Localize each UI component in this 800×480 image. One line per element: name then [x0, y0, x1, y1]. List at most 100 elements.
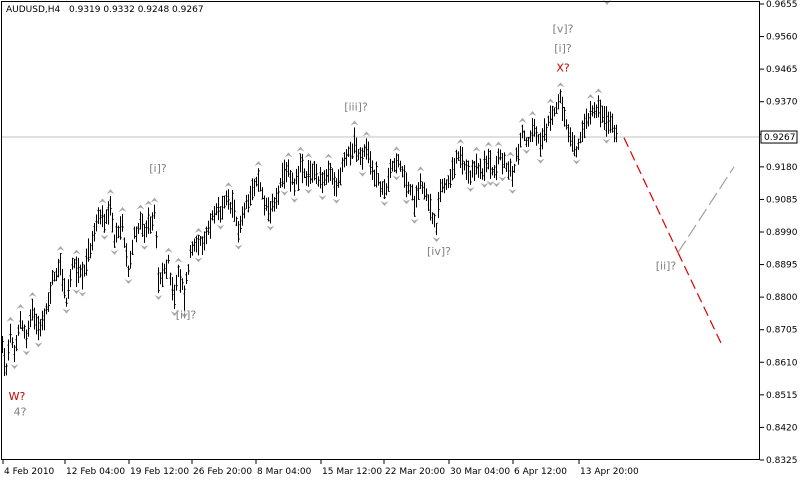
ohlc-bar: [279, 177, 282, 189]
ohlc-bar: [69, 268, 72, 288]
ohlc-bar: [205, 226, 208, 245]
fractal-up-marker: [472, 146, 481, 152]
y-tick-label: 0.9560: [766, 33, 798, 43]
fractal-down-marker: [358, 171, 367, 177]
ohlc-bar: [175, 274, 178, 291]
fractal-down-marker: [392, 175, 401, 181]
ohlc-bar: [369, 151, 372, 175]
ohlc-bar: [5, 363, 8, 376]
fractal-up-marker: [594, 88, 603, 94]
fractal-down-marker: [402, 199, 411, 205]
ohlc-bar: [521, 124, 524, 139]
ohlc-bar: [37, 315, 40, 341]
fractal-down-marker: [100, 234, 109, 240]
ohlc-bar: [75, 256, 78, 288]
ohlc-bar: [519, 132, 522, 148]
ohlc-bar: [55, 268, 58, 282]
ohlc-bar: [563, 107, 566, 127]
fractal-down-marker: [266, 225, 275, 231]
fractal-down-marker: [78, 291, 87, 297]
ohlc-bar: [221, 195, 224, 220]
ohlc-bar: [105, 209, 108, 225]
ohlc-bar: [97, 207, 100, 225]
fractal-up-marker: [586, 93, 595, 99]
ohlc-bar: [441, 178, 444, 193]
ohlc-bar: [357, 148, 360, 161]
ohlc-bar: [329, 162, 332, 182]
fractal-down-marker: [492, 182, 501, 188]
ohlc-bar: [189, 244, 192, 258]
ohlc-bar: [407, 181, 410, 194]
ohlc-bar: [435, 222, 438, 236]
ohlc-bar: [603, 106, 606, 131]
ohlc-bar: [45, 303, 48, 315]
ohlc-bar: [269, 201, 272, 224]
ohlc-bar: [525, 137, 528, 148]
wave-label-w: W?: [9, 390, 26, 403]
ohlc-bar: [3, 348, 6, 377]
fractal-up-marker: [324, 153, 333, 159]
ohlc-bar: [113, 234, 116, 248]
ohlc-bar: [149, 216, 152, 234]
ohlc-bar: [413, 195, 416, 217]
ohlc-bar: [367, 141, 370, 164]
y-tick-label: 0.8895: [766, 261, 798, 271]
ohlc-bar: [143, 224, 146, 243]
ohlc-bar: [287, 159, 290, 177]
fractal-down-marker: [480, 182, 489, 188]
ohlc-bar: [311, 163, 314, 183]
ohlc-bar: [527, 137, 530, 147]
ohlc-bar: [283, 159, 286, 189]
ohlc-bar: [99, 209, 102, 225]
ohlc-bar: [379, 181, 382, 198]
ohlc-bar: [397, 154, 400, 168]
ohlc-bar: [385, 183, 388, 196]
ohlc-bar: [559, 89, 562, 104]
ohlc-bar: [551, 105, 554, 125]
ohlc-bar: [301, 153, 304, 184]
ohlc-bar: [541, 128, 544, 150]
x-tick-label: 22 Mar 20:00: [385, 467, 445, 477]
ohlc-bar: [333, 172, 336, 197]
ohlc-bar: [259, 182, 262, 192]
ohlc-bar: [263, 195, 266, 216]
ohlc-bar: [579, 131, 582, 144]
fractal-up-marker: [556, 82, 565, 88]
ohlc-bar: [95, 214, 98, 232]
ohlc-bar: [315, 163, 318, 185]
ohlc-bar: [537, 134, 540, 144]
ohlc-bar: [161, 262, 164, 288]
ohlc-bar: [363, 144, 366, 157]
ohlc-bar: [321, 172, 324, 194]
y-tick-label: 0.8610: [766, 358, 798, 368]
ohlc-bar: [59, 252, 62, 276]
ohlc-bar: [207, 220, 210, 235]
ohlc-bar: [493, 165, 496, 178]
ohlc-bar: [409, 184, 412, 196]
ohlc-bar: [401, 166, 404, 178]
ohlc-bar: [415, 185, 418, 208]
ohlc-bar: [339, 167, 342, 186]
ohlc-bar: [39, 318, 42, 337]
ohlc-bar: [469, 170, 472, 185]
fractal-down-marker: [486, 180, 495, 186]
ohlc-bar: [61, 268, 64, 292]
ohlc-bar: [399, 160, 402, 172]
ohlc-bar: [457, 151, 460, 161]
ohlc-bar: [395, 153, 398, 174]
wave-label-v: [v]?: [553, 22, 574, 35]
ohlc-bar: [117, 225, 120, 239]
ohlc-bar: [197, 234, 200, 256]
ohlc-bar: [241, 206, 244, 226]
ohlc-bar: [437, 191, 440, 219]
ohlc-bar: [187, 264, 190, 275]
ohlc-bar: [597, 95, 600, 118]
ohlc-bar: [419, 173, 422, 189]
ohlc-bar: [181, 278, 184, 290]
ohlc-bar: [163, 263, 166, 274]
ohlc-bar: [277, 185, 280, 206]
fractal-down-marker: [432, 237, 441, 243]
ohlc-bar: [335, 178, 338, 197]
fractal-up-marker: [518, 117, 527, 123]
